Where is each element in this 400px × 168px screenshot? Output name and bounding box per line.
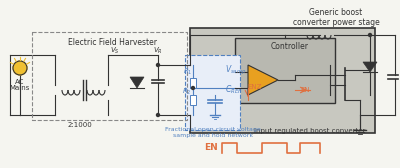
Circle shape bbox=[13, 61, 27, 75]
Text: $R_2$: $R_2$ bbox=[182, 87, 192, 97]
Text: Fractional open circuit voltage
sample and hold network: Fractional open circuit voltage sample a… bbox=[165, 127, 261, 138]
Text: $R_1$: $R_1$ bbox=[182, 67, 192, 77]
FancyBboxPatch shape bbox=[190, 95, 196, 105]
Polygon shape bbox=[248, 65, 278, 95]
Text: $V_{samp}$: $V_{samp}$ bbox=[225, 64, 247, 77]
FancyBboxPatch shape bbox=[235, 38, 335, 103]
Text: AC
Mains: AC Mains bbox=[10, 78, 30, 92]
Text: EN: EN bbox=[300, 87, 310, 93]
Text: Electric Field Harvester: Electric Field Harvester bbox=[68, 38, 156, 47]
Circle shape bbox=[156, 64, 160, 67]
Text: ENZ: ENZ bbox=[247, 84, 262, 90]
Polygon shape bbox=[130, 77, 144, 88]
Text: $V_S$: $V_S$ bbox=[110, 46, 120, 56]
FancyBboxPatch shape bbox=[185, 55, 240, 130]
Circle shape bbox=[156, 114, 160, 116]
Polygon shape bbox=[363, 62, 377, 72]
Text: Controller: Controller bbox=[271, 42, 309, 51]
FancyBboxPatch shape bbox=[190, 28, 375, 133]
Text: Generic boost
converter power stage: Generic boost converter power stage bbox=[293, 8, 379, 27]
Circle shape bbox=[368, 33, 372, 36]
Circle shape bbox=[192, 87, 194, 90]
Text: 2:1000: 2:1000 bbox=[68, 122, 92, 128]
Text: $C_{REF}$: $C_{REF}$ bbox=[225, 84, 242, 96]
Text: $V_R$: $V_R$ bbox=[153, 46, 163, 56]
Text: EN: EN bbox=[204, 143, 218, 153]
FancyBboxPatch shape bbox=[190, 78, 196, 88]
Text: Input regulated boost converter: Input regulated boost converter bbox=[254, 128, 366, 134]
